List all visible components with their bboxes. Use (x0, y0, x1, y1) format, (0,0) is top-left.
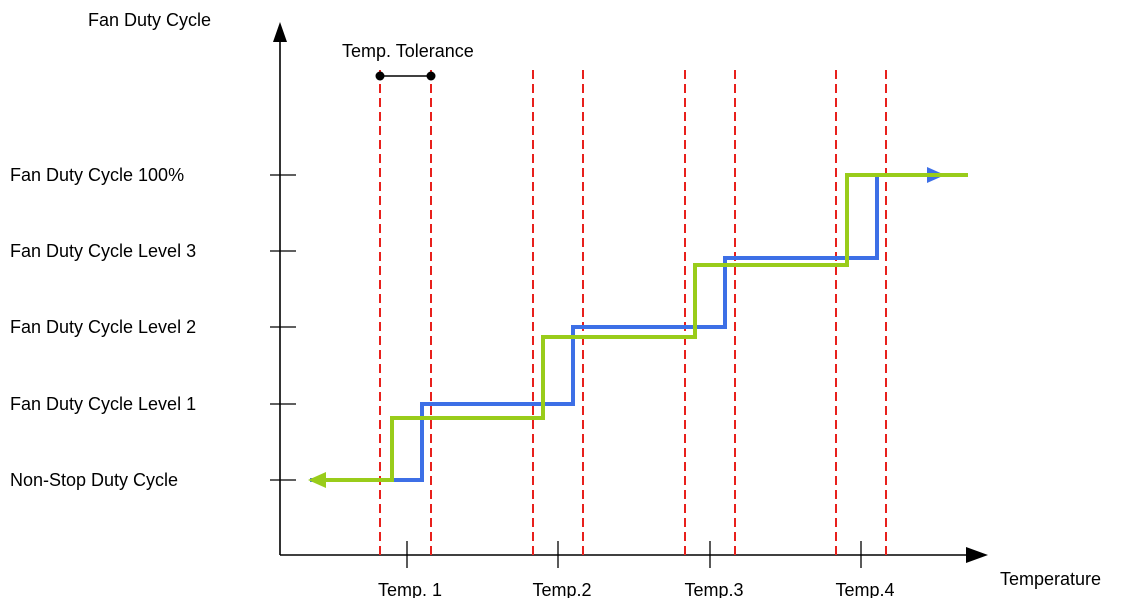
y-level-label-nonstop: Non-Stop Duty Cycle (10, 470, 178, 490)
tolerance-dot-left (375, 71, 385, 81)
x-axis-arrow-icon (966, 547, 988, 563)
rising-fan-curve (310, 173, 932, 482)
falling-curve-arrow-icon (308, 472, 326, 488)
tolerance-bracket (375, 71, 436, 81)
y-level-label-level1: Fan Duty Cycle Level 1 (10, 394, 196, 414)
tolerance-dot-right (426, 71, 436, 81)
y-axis-label: Fan Duty Cycle (88, 10, 211, 30)
falling-fan-curve (322, 173, 968, 482)
y-level-label-level2: Fan Duty Cycle Level 2 (10, 317, 196, 337)
y-axis-arrow-icon (273, 22, 287, 42)
x-tick-label-temp3: Temp.3 (684, 580, 743, 598)
x-tick-label-temp2: Temp.2 (532, 580, 591, 598)
x-tick-label-temp4: Temp.4 (835, 580, 894, 598)
x-axis-label: Temperature (1000, 569, 1101, 589)
x-tick-label-temp1: Temp. 1 (378, 580, 442, 598)
tolerance-label: Temp. Tolerance (342, 41, 474, 61)
y-level-label-100: Fan Duty Cycle 100% (10, 165, 184, 185)
y-level-label-level3: Fan Duty Cycle Level 3 (10, 241, 196, 261)
